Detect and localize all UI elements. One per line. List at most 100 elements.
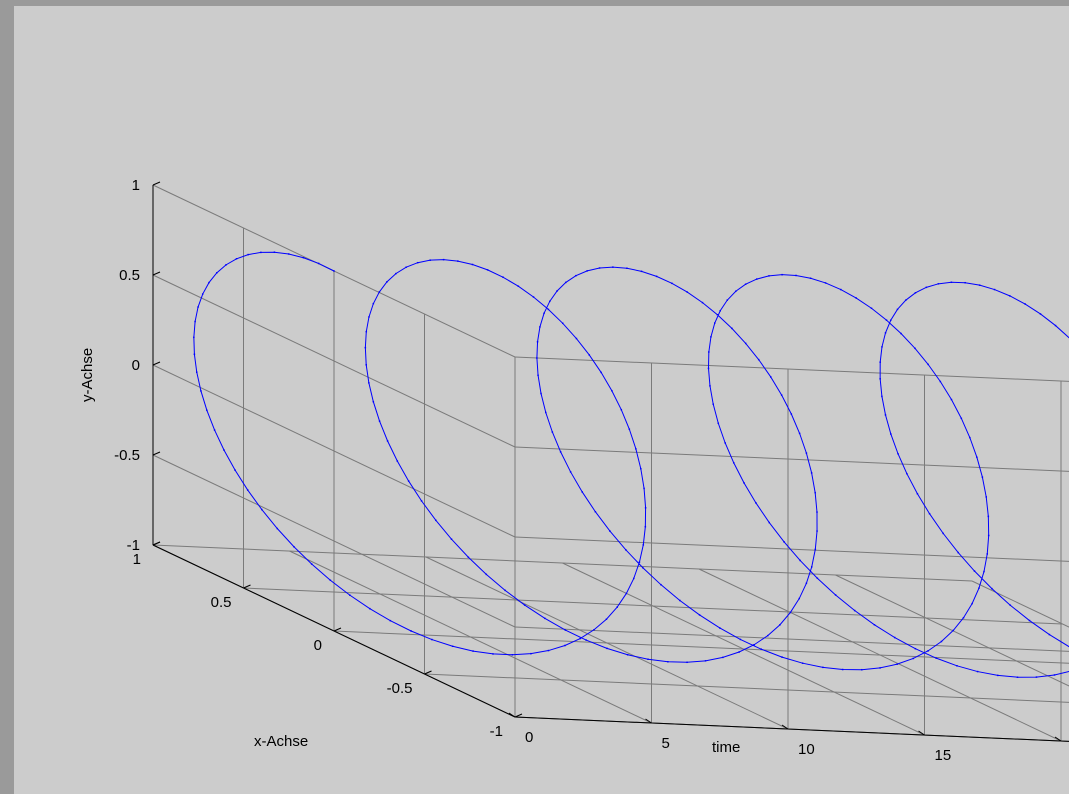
data-point <box>431 638 433 641</box>
data-point <box>273 251 276 253</box>
data-point <box>799 559 801 562</box>
data-point <box>709 385 711 387</box>
time-tick-label: 5 <box>662 735 670 752</box>
data-point <box>364 346 367 349</box>
data-point <box>940 640 943 643</box>
data-point <box>310 563 313 565</box>
data-point <box>753 643 755 646</box>
data-point <box>644 507 647 509</box>
data-point <box>588 354 591 356</box>
data-point <box>757 358 760 361</box>
data-point <box>547 308 550 311</box>
data-point <box>450 538 453 540</box>
data-point <box>206 409 208 412</box>
data-point <box>365 330 368 333</box>
data-point <box>302 256 305 259</box>
data-point <box>611 389 613 392</box>
data-point <box>635 448 637 450</box>
data-point <box>884 332 887 334</box>
data-point <box>547 649 550 652</box>
data-point <box>536 341 539 343</box>
data-point <box>731 327 733 330</box>
data-point <box>798 597 801 600</box>
data-point <box>896 308 899 311</box>
data-point <box>564 644 566 647</box>
data-point <box>738 651 740 653</box>
data-point <box>881 346 883 348</box>
data-point <box>378 291 381 293</box>
data-point <box>287 253 290 255</box>
data-point <box>976 670 979 673</box>
data-point <box>717 422 720 425</box>
data-point <box>716 314 719 316</box>
grid-line <box>152 544 973 582</box>
data-point <box>795 274 797 277</box>
data-point <box>928 512 931 515</box>
data-point <box>536 357 538 359</box>
data-point <box>539 326 541 328</box>
data-point <box>532 296 535 298</box>
data-point <box>735 290 737 293</box>
data-point <box>247 253 249 256</box>
data-point <box>768 275 770 277</box>
data-point <box>569 471 572 473</box>
data-point <box>956 665 958 667</box>
data-point <box>957 551 959 554</box>
data-point <box>914 347 916 350</box>
x-axis-label: x-Achse <box>254 733 308 750</box>
data-point <box>585 639 587 641</box>
data-point <box>368 382 370 384</box>
time-axis-label: time <box>712 739 740 756</box>
time-tick-label: 0 <box>525 729 533 746</box>
data-point <box>914 292 917 294</box>
data-point <box>912 657 915 660</box>
time-tick <box>1054 736 1062 742</box>
data-point <box>365 364 367 366</box>
data-point <box>756 278 758 280</box>
data-point <box>625 549 627 551</box>
data-point <box>1024 303 1026 305</box>
data-point <box>885 319 888 321</box>
data-point <box>193 336 195 339</box>
data-point <box>770 376 772 378</box>
data-point <box>840 288 842 291</box>
data-point <box>822 666 824 669</box>
data-point <box>978 587 980 589</box>
data-point <box>927 363 929 366</box>
data-point <box>900 332 902 335</box>
data-point <box>671 282 673 285</box>
data-point <box>564 629 567 631</box>
data-point <box>407 480 410 482</box>
data-point <box>701 301 704 304</box>
grid-line <box>424 673 1069 703</box>
x-tick <box>514 713 523 718</box>
data-point <box>561 322 564 325</box>
data-point <box>317 262 320 265</box>
data-point <box>276 527 279 530</box>
data-point <box>620 408 623 411</box>
data-point <box>767 634 769 637</box>
data-point <box>889 319 892 322</box>
data-point <box>810 566 813 568</box>
data-point <box>225 264 227 266</box>
data-point <box>879 378 881 380</box>
data-point <box>642 544 645 546</box>
data-point <box>722 656 724 659</box>
x-tick-label: 1 <box>133 551 141 568</box>
data-point <box>873 624 876 626</box>
data-point <box>710 336 712 338</box>
data-point <box>870 307 873 310</box>
data-point <box>879 667 881 669</box>
data-point <box>333 270 335 272</box>
data-point <box>457 260 459 262</box>
data-point <box>368 316 370 318</box>
data-point <box>798 432 801 435</box>
data-point <box>985 496 987 498</box>
data-point <box>644 525 647 528</box>
data-point <box>686 291 688 293</box>
data-point <box>1053 674 1056 676</box>
data-point <box>293 545 295 548</box>
data-point <box>726 299 729 301</box>
x-tick-label: 0.5 <box>211 594 232 611</box>
